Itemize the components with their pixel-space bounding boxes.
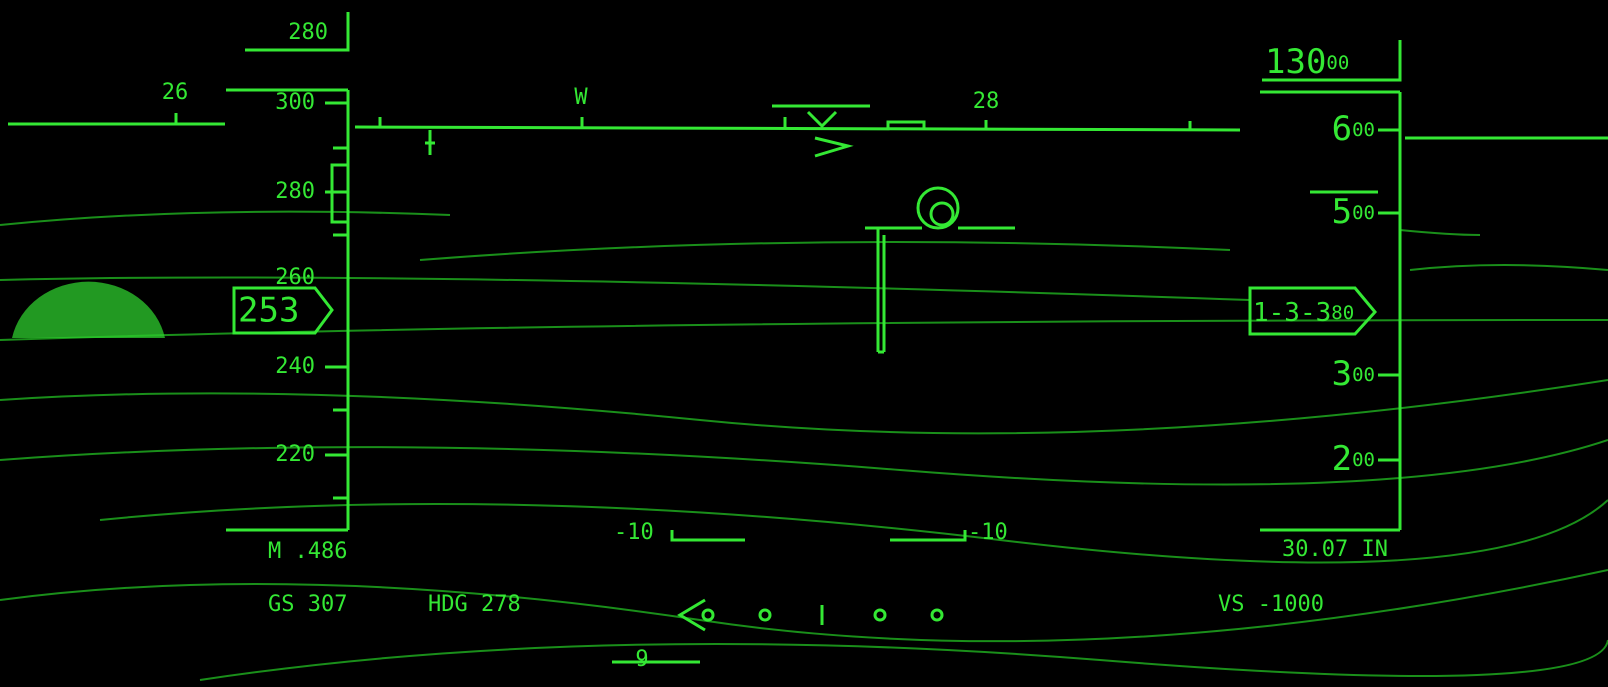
vertical-speed: VS -1000 <box>1218 592 1324 617</box>
speed-label: 220 <box>275 442 315 467</box>
heading-readout: HDG 278 <box>428 592 521 617</box>
altitude-label: 200 <box>1332 439 1375 479</box>
selected-altitude: 13000 <box>1265 42 1349 82</box>
current-speed: 253 <box>238 291 299 331</box>
ground-speed: GS 307 <box>268 592 347 617</box>
speed-label: 260 <box>275 265 315 290</box>
altitude-main: 6 <box>1332 109 1352 149</box>
current-altitude-small: 80 <box>1331 302 1354 324</box>
selected-altitude-main: 130 <box>1265 42 1326 82</box>
current-altitude-main: 1-3-3 <box>1253 298 1331 328</box>
altitude-small: 00 <box>1352 119 1375 141</box>
selected-speed: 280 <box>288 20 328 45</box>
altitude-label: 300 <box>1332 354 1375 394</box>
selected-altitude-small: 00 <box>1326 52 1349 74</box>
hud-lines <box>8 12 1608 664</box>
altitude-small: 00 <box>1352 202 1375 224</box>
altitude-main: 5 <box>1332 192 1352 232</box>
bottom-label: 9 <box>635 647 648 672</box>
altitude-small: 00 <box>1352 449 1375 471</box>
altitude-small: 00 <box>1352 364 1375 386</box>
heading-label: W <box>574 85 588 110</box>
speed-label: 240 <box>275 354 315 379</box>
pitch-label: -10 <box>968 520 1008 545</box>
altitude-main: 2 <box>1332 439 1352 479</box>
altitude-main: 3 <box>1332 354 1352 394</box>
pitch-label: -10 <box>614 520 654 545</box>
mach: M .486 <box>268 539 347 564</box>
speed-label: 280 <box>275 179 315 204</box>
altitude-label: 500 <box>1332 192 1375 232</box>
speed-label: 300 <box>275 90 315 115</box>
terrain <box>0 210 1608 681</box>
altitude-label: 600 <box>1332 109 1375 149</box>
baro: 30.07 IN <box>1282 537 1388 562</box>
sun-dome <box>12 281 165 338</box>
heading-label: 28 <box>973 89 1000 114</box>
heading-label: 26 <box>162 80 189 105</box>
current-altitude: 1-3-380 <box>1253 298 1354 328</box>
